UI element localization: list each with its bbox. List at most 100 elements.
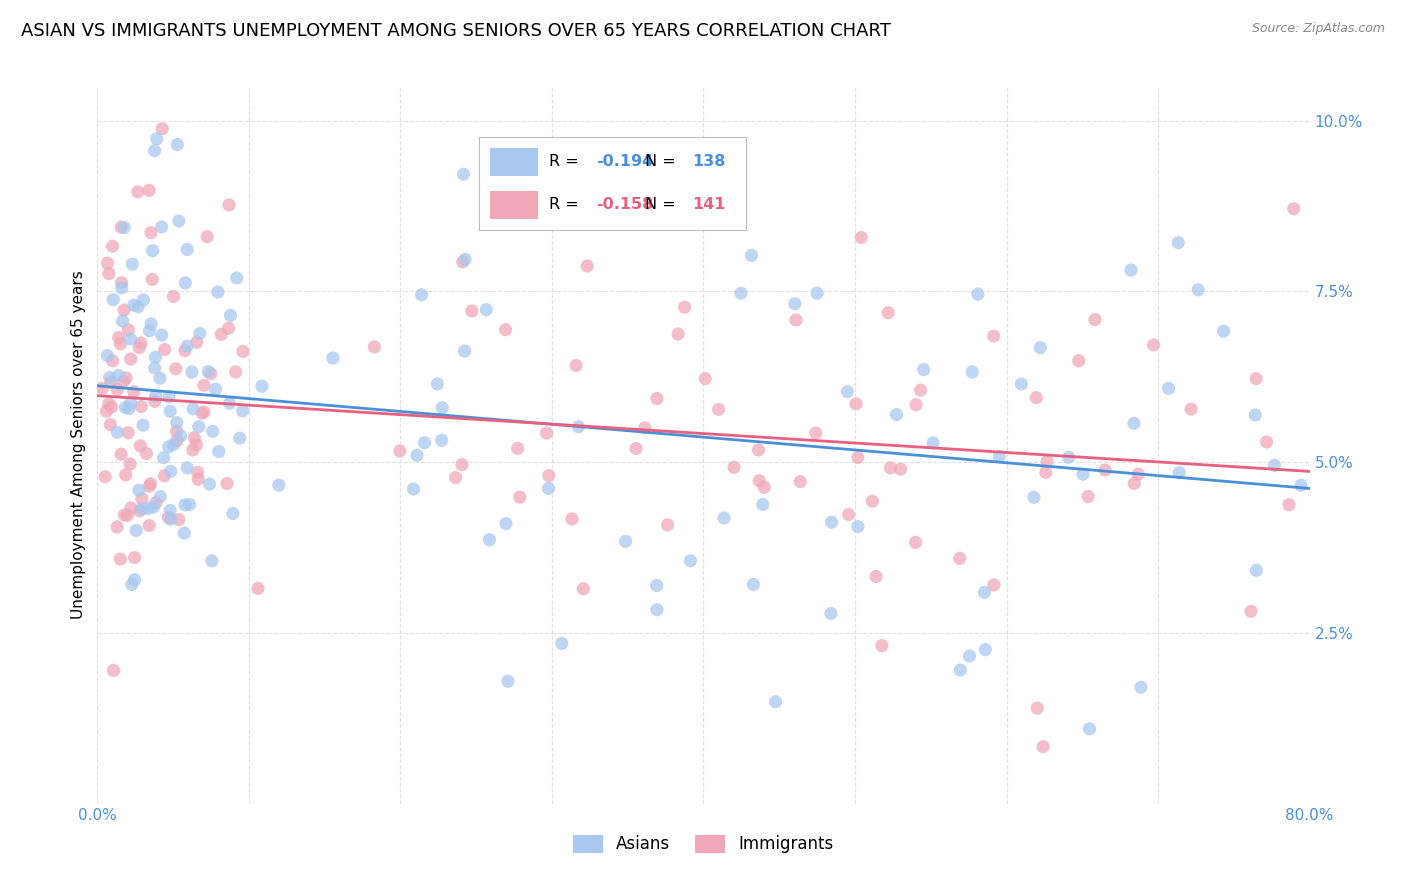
Point <box>120 501 142 516</box>
Point <box>124 550 146 565</box>
Point <box>225 271 247 285</box>
Point <box>402 482 425 496</box>
Point <box>837 384 859 399</box>
Point <box>765 695 787 709</box>
Point <box>695 371 717 385</box>
Point <box>865 569 887 583</box>
Point <box>162 437 184 451</box>
Point <box>806 286 828 301</box>
Point <box>1022 490 1045 504</box>
Point <box>820 515 842 529</box>
Point <box>218 396 240 410</box>
Point <box>142 244 165 258</box>
Point <box>551 636 574 650</box>
Point <box>229 431 252 445</box>
Point <box>267 478 290 492</box>
Point <box>536 425 558 440</box>
Point <box>1142 338 1164 352</box>
Point <box>406 448 429 462</box>
Point <box>173 343 195 358</box>
Point <box>110 552 132 566</box>
Point <box>495 323 517 337</box>
Point <box>101 239 124 253</box>
Point <box>173 526 195 541</box>
Point <box>209 327 232 342</box>
Point <box>153 468 176 483</box>
Point <box>1032 739 1054 754</box>
Point <box>666 326 689 341</box>
Point <box>139 226 162 240</box>
Point <box>713 511 735 525</box>
Point <box>572 582 595 596</box>
Point <box>145 132 167 146</box>
Point <box>153 343 176 357</box>
Point <box>444 470 467 484</box>
Point <box>166 424 188 438</box>
Point <box>111 314 134 328</box>
Point <box>1212 324 1234 338</box>
Point <box>132 293 155 307</box>
Point <box>388 444 411 458</box>
Point <box>149 371 172 385</box>
Point <box>105 383 128 397</box>
Point <box>1078 722 1101 736</box>
Point <box>120 332 142 346</box>
Point <box>1067 353 1090 368</box>
Point <box>141 272 163 286</box>
Point <box>453 167 475 181</box>
Point <box>451 255 474 269</box>
Point <box>1167 235 1189 250</box>
Point <box>176 243 198 257</box>
Point <box>1071 467 1094 481</box>
Point <box>846 519 869 533</box>
Point <box>142 500 165 515</box>
Point <box>983 578 1005 592</box>
Point <box>159 503 181 517</box>
Point <box>576 259 599 273</box>
Point <box>225 365 247 379</box>
Point <box>167 214 190 228</box>
Point <box>101 353 124 368</box>
Point <box>127 300 149 314</box>
Point <box>1025 391 1047 405</box>
Point <box>201 424 224 438</box>
Point <box>1289 478 1312 492</box>
Point <box>112 508 135 522</box>
Point <box>100 376 122 390</box>
Point <box>100 417 122 432</box>
Point <box>478 533 501 547</box>
Point <box>1123 417 1146 431</box>
Point <box>167 512 190 526</box>
Point <box>432 401 454 415</box>
Point <box>103 664 125 678</box>
Text: ASIAN VS IMMIGRANTS UNEMPLOYMENT AMONG SENIORS OVER 65 YEARS CORRELATION CHART: ASIAN VS IMMIGRANTS UNEMPLOYMENT AMONG S… <box>21 22 891 40</box>
Point <box>1157 381 1180 395</box>
Point <box>910 383 932 397</box>
Point <box>100 400 122 414</box>
Point <box>138 518 160 533</box>
Point <box>201 554 224 568</box>
Point <box>176 461 198 475</box>
Point <box>150 328 173 343</box>
Point <box>186 438 208 452</box>
Point <box>1123 476 1146 491</box>
Point <box>131 491 153 506</box>
Point <box>97 267 120 281</box>
Point <box>561 512 583 526</box>
Point <box>1244 408 1267 422</box>
Point <box>118 401 141 416</box>
Point <box>962 365 984 379</box>
Point <box>949 551 972 566</box>
Point <box>150 121 173 136</box>
Point <box>157 390 180 404</box>
Point <box>180 365 202 379</box>
Point <box>174 498 197 512</box>
Point <box>117 323 139 337</box>
Point <box>886 408 908 422</box>
Point <box>169 429 191 443</box>
Point <box>138 183 160 197</box>
Point <box>645 603 668 617</box>
Point <box>1010 376 1032 391</box>
Point <box>114 401 136 415</box>
Point <box>193 405 215 419</box>
